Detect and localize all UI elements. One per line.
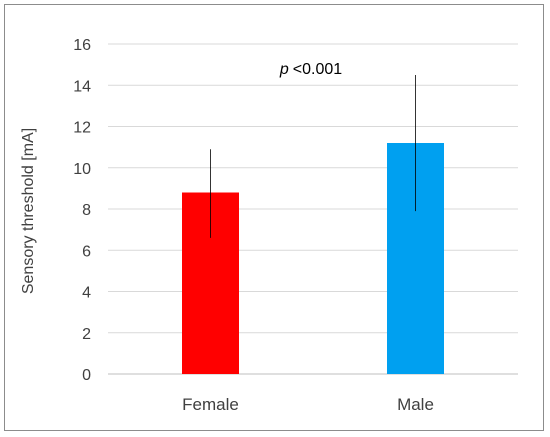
bar-chart: 0 2 4 6 8 10 12 14 16 Female Male Sensory thresho… xyxy=(20,37,518,414)
y-tick-label-14: 14 xyxy=(73,78,91,95)
y-tick-label-16: 16 xyxy=(73,37,91,54)
y-tick-labels: 0 2 4 6 8 10 12 14 16 xyxy=(73,37,91,384)
y-tick-label-8: 8 xyxy=(82,202,91,219)
y-tick-label-12: 12 xyxy=(73,120,91,137)
x-category-label-male: Male xyxy=(397,395,434,414)
y-tick-label-0: 0 xyxy=(82,367,91,384)
error-bars xyxy=(210,74,416,238)
p-value: <0.001 xyxy=(293,61,342,78)
chart-frame: 0 2 4 6 8 10 12 14 16 Female Male Sensory thresho… xyxy=(4,4,544,431)
significance-annotation: p <0.001 xyxy=(279,61,342,78)
y-axis-title: Sensory threshold [mA] xyxy=(20,128,37,294)
y-tick-label-10: 10 xyxy=(73,161,91,178)
p-symbol: p xyxy=(279,61,289,78)
y-tick-label-6: 6 xyxy=(82,243,91,260)
bars xyxy=(182,143,444,374)
x-category-label-female: Female xyxy=(182,395,239,414)
gridlines xyxy=(108,43,518,375)
x-category-labels: Female Male xyxy=(182,395,434,414)
y-tick-label-4: 4 xyxy=(82,285,91,302)
y-tick-label-2: 2 xyxy=(82,326,91,343)
